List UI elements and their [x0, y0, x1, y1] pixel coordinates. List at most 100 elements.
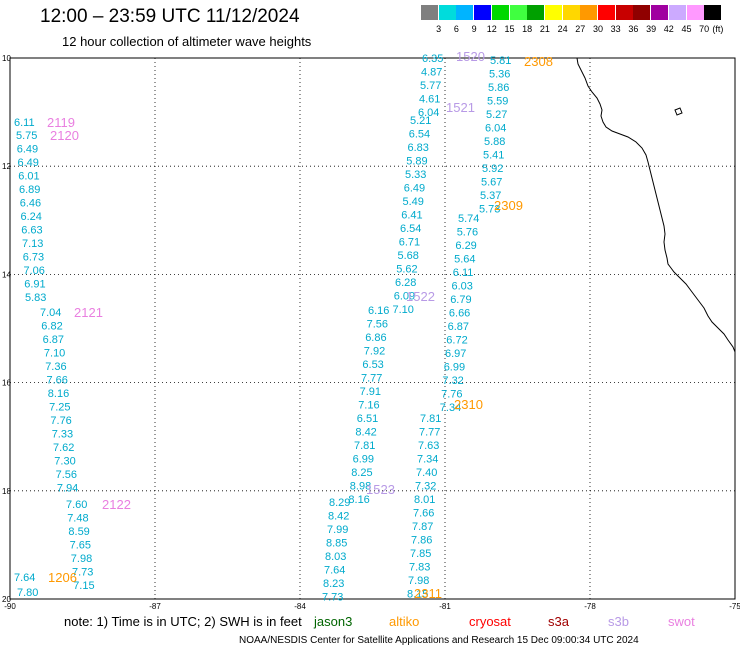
swh-value: 5.67 — [481, 177, 502, 189]
legend-cryosat: cryosat — [469, 614, 511, 629]
swh-value: 5.83 — [25, 292, 46, 304]
track-2121: 7.04 6.826.87 7.107.36 7.668.16 7.257.76 7.33… — [40, 305, 103, 495]
swh-value: 6.66 — [449, 308, 470, 320]
swh-value: 8.98 — [350, 481, 371, 493]
swh-value: 7.15 — [73, 580, 94, 592]
swh-value: 7.66 — [413, 508, 434, 520]
swh-value: 8.85 — [326, 538, 347, 550]
swh-value: 5.86 — [488, 82, 509, 94]
swh-value: 7.33 — [52, 429, 73, 441]
scale-swatch — [668, 5, 686, 20]
swh-value: 6.04 — [485, 123, 506, 135]
swh-value: 6.09 — [394, 291, 415, 303]
swh-value: 7.63 — [418, 440, 439, 452]
track-2119: 6.11 2119 — [14, 115, 75, 130]
swh-value: 7.06 — [24, 265, 45, 277]
swh-value: 6.35 — [422, 53, 443, 65]
track-2310: 7.817.777.637.347.407.328.017.667.877.86… — [407, 397, 483, 601]
lat-tick-label: 10 — [2, 54, 11, 63]
lon-tick-label: -84 — [294, 602, 306, 611]
swh-value: 6.03 — [452, 281, 473, 293]
track-id-label: 2119 — [47, 115, 75, 130]
swh-value: 5.33 — [405, 169, 426, 181]
scale-label: 70 — [699, 24, 710, 34]
swh-value: 8.42 — [328, 511, 349, 523]
track-2308: 5.81 5.365.86 5.595.27 6.045.88 5.415.92 5.67… — [479, 54, 553, 216]
swh-value: 6.41 — [401, 210, 422, 222]
legend-s3a: s3a — [548, 614, 569, 629]
swh-value: 5.37 — [480, 190, 501, 202]
swh-value: 7.64 — [14, 572, 35, 584]
swh-value: 7.91 — [360, 386, 381, 398]
swh-value: 7.87 — [412, 521, 433, 533]
swh-value: 6.11 — [453, 267, 474, 279]
swh-value: 8.23 — [323, 578, 344, 590]
swh-value: 8.42 — [355, 427, 376, 439]
scale-label: 39 — [646, 24, 657, 34]
swh-value: 6.73 — [23, 252, 44, 264]
swh-value: 7.98 — [408, 575, 429, 587]
track-id-label: 1523 — [366, 482, 395, 497]
map-frame — [9, 57, 736, 600]
scale-label: 45 — [681, 24, 692, 34]
swh-value: 5.92 — [482, 163, 503, 175]
axis-tick-labels: 10 12 14 16 18 20-90 -87 -84 -81 -78 -75 — [2, 54, 740, 611]
swh-value: 7.66 — [47, 375, 68, 387]
swh-value: 5.88 — [484, 136, 505, 148]
track-id-label: 2308 — [524, 54, 553, 69]
swh-value: 7.16 — [358, 400, 379, 412]
swh-value: 6.49 — [404, 183, 425, 195]
swh-value: 7.34 — [440, 402, 461, 414]
swh-value: 7.62 — [53, 442, 74, 454]
swh-value: 7.60 — [66, 499, 87, 511]
swh-value: 8.29 — [329, 497, 350, 509]
lon-tick-label: -90 — [4, 602, 16, 611]
track-id-label: 1520 — [456, 49, 485, 64]
swh-value: 7.56 — [56, 469, 77, 481]
swh-value: 6.89 — [19, 184, 40, 196]
track-2122: 7.60 7.488.59 7.657.98 7.737.15 7.64 7.80 2122 — [14, 497, 131, 599]
track-id-label: 2121 — [74, 305, 103, 320]
lat-tick-label: 14 — [2, 270, 11, 279]
scale-swatch — [509, 5, 527, 20]
swh-value: 4.61 — [419, 94, 440, 106]
swh-value: 7.25 — [49, 402, 70, 414]
swh-value: 6.87 — [43, 334, 64, 346]
swh-value: 7.77 — [361, 373, 382, 385]
swh-value: 7.73 — [322, 592, 343, 604]
swh-value: 8.59 — [68, 526, 89, 538]
scale-swatch — [474, 5, 492, 20]
swh-value: 6.53 — [362, 359, 383, 371]
scale-swatch — [651, 5, 669, 20]
swh-value: 5.77 — [420, 80, 441, 92]
swh-value: 6.11 — [14, 117, 35, 129]
scale-label: 21 — [539, 24, 550, 34]
swh-value: 4.87 — [421, 67, 442, 79]
scale-swatch — [544, 5, 562, 20]
swh-value: 6.91 — [24, 279, 45, 291]
swh-value: 6.29 — [455, 240, 476, 252]
track-1522: 6.16 7.566.86 7.926.53 7.777.91 7.166.51 8.42… — [348, 289, 435, 506]
swh-value: 6.16 — [368, 305, 389, 317]
swh-value: 8.15 — [407, 589, 428, 601]
swh-value: 8.16 — [48, 388, 69, 400]
swh-value: 6.49 — [17, 144, 38, 156]
track-id-label: 2311 — [414, 586, 442, 601]
swh-value: 6.63 — [21, 225, 42, 237]
swh-value: 8.01 — [414, 494, 435, 506]
lon-tick-label: -87 — [149, 602, 161, 611]
swh-value: 5.62 — [396, 264, 417, 276]
lat-tick-label: 16 — [2, 379, 11, 388]
swh-value: 7.40 — [416, 467, 437, 479]
scale-swatch — [615, 5, 633, 20]
track-id-label: 2310 — [454, 397, 483, 412]
lat-tick-label: 12 — [2, 162, 11, 171]
swh-value: 5.27 — [486, 109, 507, 121]
scale-label: 9 — [471, 24, 477, 34]
swh-value: 7.92 — [364, 346, 385, 358]
swh-value: 5.41 — [483, 150, 504, 162]
swh-value: 5.21 — [410, 115, 431, 127]
track-id-label: 2309 — [494, 198, 523, 213]
swh-value: 7.86 — [411, 535, 432, 547]
